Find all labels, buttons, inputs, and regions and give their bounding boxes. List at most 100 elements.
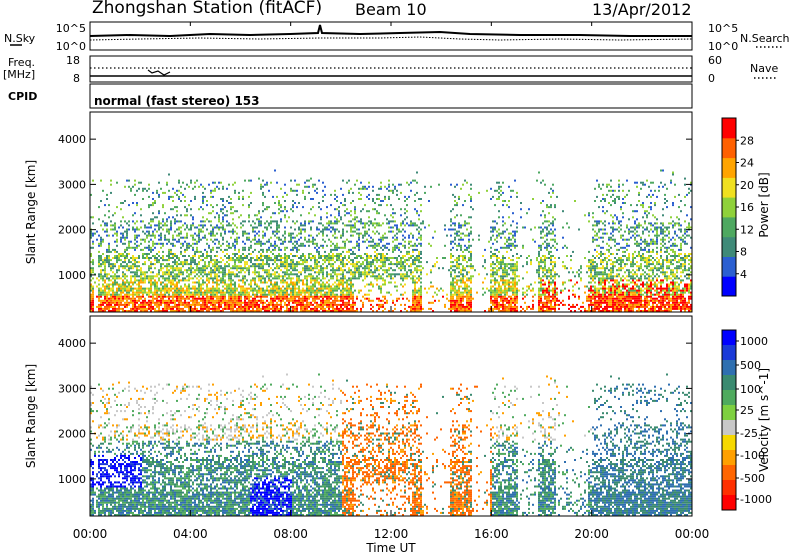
power-cell — [310, 281, 312, 284]
power-cell — [218, 265, 220, 268]
power-cell — [192, 271, 194, 274]
power-cell — [228, 295, 230, 298]
power-cell — [320, 289, 322, 292]
power-cell — [120, 202, 122, 204]
power-cell — [332, 275, 334, 278]
power-cell — [178, 295, 180, 298]
power-cell — [204, 297, 206, 300]
power-cell — [312, 220, 314, 223]
power-cell — [116, 255, 118, 257]
power-cell — [232, 212, 234, 215]
power-cell — [124, 285, 126, 288]
power-cell — [450, 265, 452, 268]
power-cell — [90, 283, 92, 286]
power-cell — [372, 299, 374, 302]
power-cell — [468, 271, 470, 274]
power-cell — [172, 305, 174, 308]
power-cell — [364, 259, 366, 262]
power-cell — [374, 226, 376, 229]
power-cell — [390, 257, 392, 259]
power-cell — [226, 291, 228, 294]
power-cell — [206, 301, 208, 304]
power-cell — [454, 281, 456, 284]
power-cell — [294, 301, 296, 304]
power-cell — [172, 293, 174, 296]
power-cell — [272, 277, 274, 280]
power-cell — [414, 310, 416, 312]
power-cell — [260, 287, 262, 290]
power-cell — [104, 271, 106, 274]
power-cell — [248, 283, 250, 286]
power-cell — [326, 301, 328, 304]
power-cell — [462, 224, 464, 227]
power-cell — [174, 238, 176, 241]
power-cell — [242, 279, 244, 282]
power-cell — [130, 240, 132, 243]
power-cell — [458, 293, 460, 296]
power-cell — [114, 248, 116, 251]
power-cell — [282, 265, 284, 268]
power-cell — [450, 224, 452, 227]
power-cell — [384, 236, 386, 239]
freq-unit: [MHz] — [3, 68, 35, 81]
power-cell — [240, 259, 242, 262]
power-cell — [406, 275, 408, 278]
power-cell — [270, 307, 272, 310]
power-cell — [198, 240, 200, 243]
power-cell — [330, 310, 332, 312]
power-cell — [318, 295, 320, 298]
power-cell — [246, 289, 248, 292]
power-cell — [210, 212, 212, 215]
power-cell — [454, 265, 456, 268]
power-cell — [360, 193, 362, 196]
power-cell — [170, 228, 172, 231]
power-cell — [256, 289, 258, 292]
power-cell — [464, 269, 466, 272]
power-cell — [210, 230, 212, 233]
power-cell — [206, 228, 208, 231]
power-cell — [354, 246, 356, 249]
power-cell — [456, 202, 458, 204]
power-cell — [288, 240, 290, 243]
power-cell — [346, 250, 348, 253]
power-cell — [152, 234, 154, 237]
power-cell — [342, 193, 344, 196]
power-cell — [400, 259, 402, 262]
power-cell — [362, 295, 364, 298]
power-cell — [314, 263, 316, 266]
power-cell — [122, 267, 124, 270]
power-cell — [204, 261, 206, 264]
power-cell — [380, 267, 382, 270]
power-cell — [270, 273, 272, 276]
power-cell — [452, 303, 454, 306]
power-cell — [434, 299, 436, 302]
power-cell — [454, 289, 456, 292]
power-cell — [182, 236, 184, 239]
power-cell — [416, 291, 418, 294]
power-cell — [300, 228, 302, 231]
power-cell — [308, 253, 310, 255]
power-cell — [340, 295, 342, 298]
power-cell — [166, 265, 168, 268]
power-cell — [268, 222, 270, 225]
power-cell — [122, 275, 124, 278]
power-cell — [222, 285, 224, 288]
power-cell — [192, 291, 194, 294]
power-cell — [204, 187, 206, 190]
power-cell — [290, 299, 292, 302]
power-cell — [384, 307, 386, 310]
power-cell — [90, 289, 92, 292]
power-cell — [188, 185, 190, 188]
power-cell — [348, 291, 350, 294]
power-cell — [340, 218, 342, 221]
power-cell — [244, 263, 246, 266]
power-cell — [484, 248, 486, 251]
power-cell — [150, 248, 152, 251]
power-cell — [342, 287, 344, 290]
power-cell — [330, 291, 332, 294]
power-cell — [220, 226, 222, 229]
power-cell — [210, 261, 212, 264]
power-cell — [296, 299, 298, 302]
power-cell — [324, 185, 326, 188]
power-cell — [230, 301, 232, 304]
